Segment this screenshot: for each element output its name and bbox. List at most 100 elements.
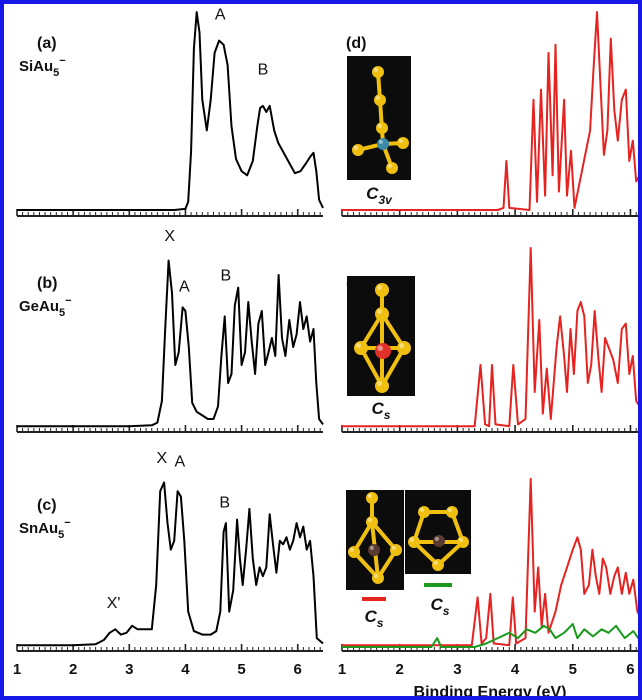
tick-label-3: 3 xyxy=(125,661,133,678)
panel-d: (d) xyxy=(341,11,642,217)
atom xyxy=(397,137,409,149)
point-group-label: Cs xyxy=(372,399,391,422)
atom xyxy=(354,341,368,355)
bond xyxy=(370,520,398,552)
atom-highlight xyxy=(353,145,358,150)
atom xyxy=(366,492,378,504)
molecule-label: SnAu5− xyxy=(19,517,71,541)
atom xyxy=(397,341,411,355)
panel-a: X A B (a) SiAu5− xyxy=(16,0,324,217)
atom-highlight xyxy=(377,285,382,290)
atom-highlight xyxy=(377,123,382,128)
panel-label: (c) xyxy=(37,497,57,514)
peak-label-X: X xyxy=(191,0,202,5)
structure-cs-sn-1 xyxy=(346,490,404,590)
atom-highlight xyxy=(447,507,452,512)
panel-c: 1 2 3 4 5 6 X' X A B (c) SnAu5− xyxy=(13,450,324,678)
atom xyxy=(390,544,402,556)
x-axis-label: Binding Energy (eV) xyxy=(414,684,567,700)
point-group-label: Cs xyxy=(431,595,450,618)
atom-highlight xyxy=(387,163,392,168)
spectrum-line-2 xyxy=(342,623,642,648)
peak-label-X: X xyxy=(164,228,175,245)
atom-highlight xyxy=(377,381,382,386)
legend-swatch-green xyxy=(424,583,452,587)
atom-highlight xyxy=(349,547,354,553)
tick-label-3: 3 xyxy=(453,661,461,678)
peak-label-A: A xyxy=(179,278,190,295)
point-group-label: C3v xyxy=(366,184,393,207)
atom xyxy=(408,536,420,548)
panel-label: (a) xyxy=(37,35,57,52)
atom-highlight xyxy=(419,507,424,512)
peak-label-A: A xyxy=(215,6,226,23)
structure-c3v xyxy=(347,56,411,180)
atom xyxy=(418,506,430,518)
tick-label-2: 2 xyxy=(396,661,404,678)
tick-label-1: 1 xyxy=(13,661,21,678)
tick-label-4: 4 xyxy=(181,661,190,678)
structure-cs-ge xyxy=(347,276,415,396)
atom xyxy=(352,144,364,156)
atom-highlight xyxy=(373,67,378,72)
atom-highlight xyxy=(434,536,439,542)
spectrum-line-1 xyxy=(17,259,324,428)
tick-label-6: 6 xyxy=(626,661,634,678)
bond xyxy=(378,99,385,145)
panel-b: X A B (b) GeAu5− xyxy=(16,228,324,433)
atom-highlight xyxy=(367,493,372,498)
atom xyxy=(375,379,389,393)
peak-label-Xprime: X' xyxy=(107,595,121,612)
atom xyxy=(375,307,389,321)
atom-highlight xyxy=(367,517,372,523)
atom xyxy=(433,535,445,547)
atom xyxy=(374,94,386,106)
atom-highlight xyxy=(375,95,380,100)
tick-label-1: 1 xyxy=(338,661,346,678)
structure-cs-sn-2 xyxy=(405,490,471,574)
atom xyxy=(377,138,389,150)
atom-highlight xyxy=(458,537,463,543)
tick-label-5: 5 xyxy=(237,661,245,678)
bond xyxy=(380,346,406,388)
atom xyxy=(372,66,384,78)
atom-highlight xyxy=(373,573,378,579)
bond xyxy=(359,347,384,387)
spectrum-line-1 xyxy=(17,481,324,647)
peak-label-B: B xyxy=(258,61,269,78)
spectrum-line-1 xyxy=(342,477,642,647)
atom-highlight xyxy=(399,343,404,348)
atom xyxy=(375,343,391,359)
atom xyxy=(366,516,378,528)
atom xyxy=(446,506,458,518)
atom-highlight xyxy=(433,560,438,566)
atom xyxy=(432,559,444,571)
atom-highlight xyxy=(377,345,384,352)
atom-highlight xyxy=(369,545,374,551)
peak-label-A: A xyxy=(174,454,185,471)
atom-highlight xyxy=(377,309,382,314)
atom-highlight xyxy=(409,537,414,543)
atom-highlight xyxy=(391,545,396,551)
atom xyxy=(375,283,389,297)
peak-label-B: B xyxy=(221,268,232,285)
atom xyxy=(386,162,398,174)
atom xyxy=(368,544,380,556)
atom-highlight xyxy=(356,343,361,348)
spectrum-line-1 xyxy=(342,247,642,428)
atom-highlight xyxy=(398,138,403,143)
molecule-label: GeAu5− xyxy=(19,295,72,319)
spectrum-line-1 xyxy=(342,11,642,211)
tick-label-2: 2 xyxy=(69,661,77,678)
atom-highlight xyxy=(378,139,383,144)
panel-label: (d) xyxy=(346,35,366,52)
point-group-label: Cs xyxy=(365,607,384,630)
atom xyxy=(348,546,360,558)
tick-label-5: 5 xyxy=(569,661,577,678)
atom xyxy=(457,536,469,548)
panel-label: (b) xyxy=(37,275,57,292)
tick-label-4: 4 xyxy=(511,661,520,678)
peak-label-X: X xyxy=(157,450,168,467)
spectrum-line-1 xyxy=(17,11,324,211)
